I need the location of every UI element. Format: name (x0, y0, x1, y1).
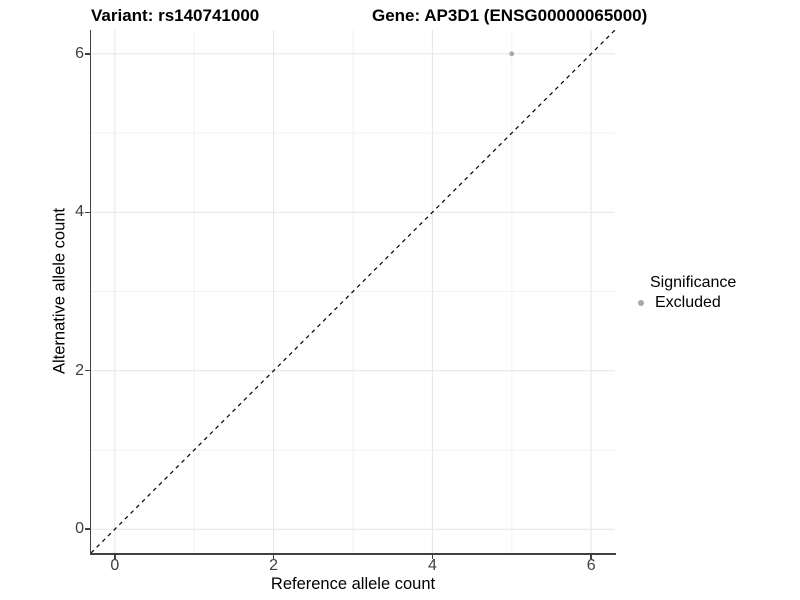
legend: Significance Excluded (633, 273, 736, 313)
x-tick-label: 2 (269, 557, 279, 574)
y-tick-mark (84, 53, 90, 55)
y-tick-label: 0 (75, 520, 84, 538)
legend-marker-dot-icon (638, 300, 644, 306)
legend-item-label: Excluded (655, 294, 721, 311)
y-tick-mark (84, 211, 90, 213)
y-tick-mark (84, 528, 90, 530)
identity-line (91, 30, 615, 553)
y-tick-label: 6 (75, 44, 84, 62)
x-tick-label: 4 (427, 557, 437, 574)
data-point (509, 51, 515, 57)
x-tick-mark (590, 553, 592, 559)
y-axis-title: Alternative allele count (50, 207, 69, 375)
x-tick-mark (272, 553, 275, 559)
x-tick-label: 6 (586, 557, 596, 574)
plot-title-gene: Gene: AP3D1 (ENSG00000065000) (372, 6, 648, 25)
plot-title-variant: Variant: rs140741000 (91, 6, 260, 25)
legend-title: Significance (650, 274, 737, 291)
x-axis-title: Reference allele count (270, 575, 436, 593)
y-tick-label: 4 (75, 203, 84, 221)
legend-item-excluded: Excluded (633, 293, 736, 313)
x-tick-label: 0 (110, 557, 120, 574)
x-tick-mark (431, 553, 434, 559)
y-tick-label: 2 (75, 361, 84, 379)
plot-panel (91, 30, 615, 553)
x-tick-mark (114, 553, 116, 559)
y-tick-mark (84, 369, 90, 372)
x-axis-line (89, 553, 616, 555)
y-axis-line (89, 30, 91, 555)
